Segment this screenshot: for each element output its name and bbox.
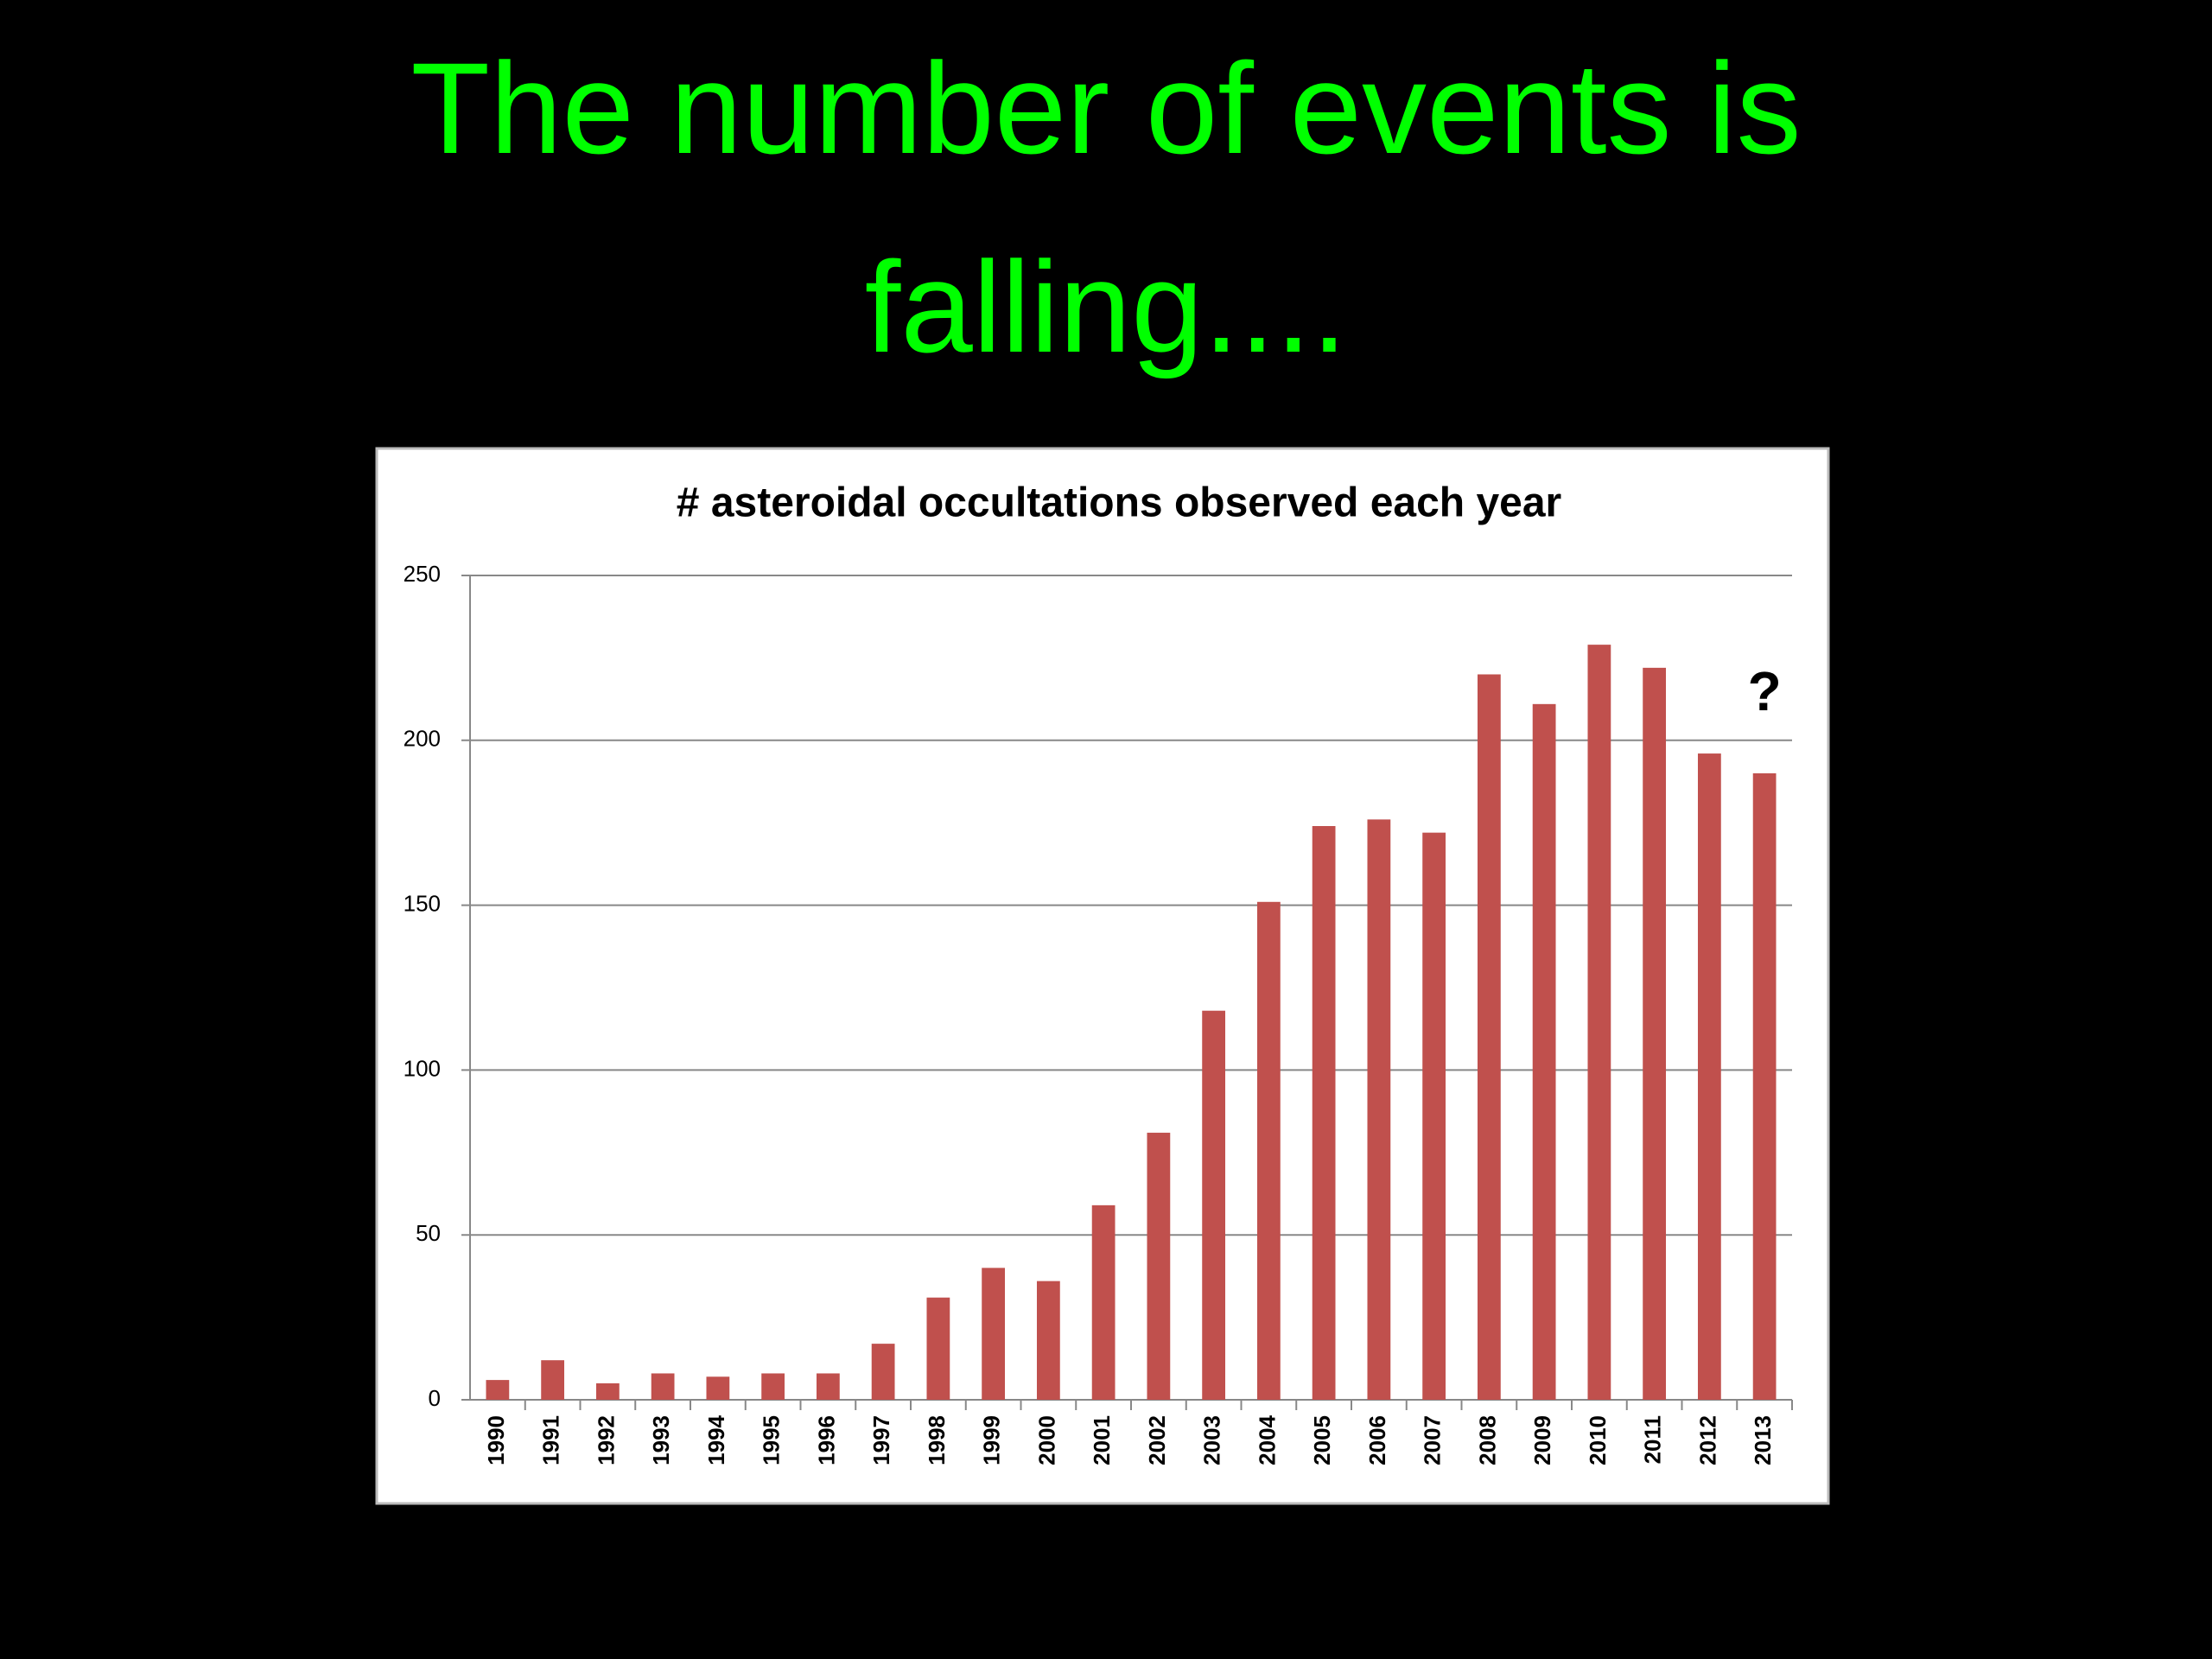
x-tick-label: 1997 <box>868 1415 894 1465</box>
bar <box>1202 1010 1226 1400</box>
y-tick-label: 100 <box>404 1055 441 1081</box>
slide-title: The number of events is falling.... <box>410 35 1802 379</box>
x-tick-label: 1990 <box>483 1415 509 1465</box>
x-tick-label: 2006 <box>1364 1415 1390 1465</box>
x-tick-label: 2005 <box>1309 1415 1335 1465</box>
x-tick-label: 2012 <box>1694 1415 1720 1465</box>
x-tick-label: 2009 <box>1529 1415 1555 1465</box>
x-tick-label: 1991 <box>538 1415 564 1465</box>
annotation: ? <box>1748 660 1782 722</box>
bar <box>1147 1132 1171 1400</box>
bar <box>982 1268 1006 1400</box>
x-tick-label: 2007 <box>1420 1415 1446 1465</box>
x-tick-label: 1995 <box>759 1415 785 1465</box>
bar <box>1256 901 1281 1400</box>
bar <box>595 1382 620 1400</box>
bar <box>1312 826 1336 1400</box>
bar <box>1532 703 1556 1400</box>
y-tick-label: 0 <box>429 1385 441 1411</box>
x-tick-label: 1998 <box>924 1415 950 1465</box>
x-tick-label: 2002 <box>1144 1415 1170 1465</box>
x-tick-label: 2004 <box>1254 1414 1280 1465</box>
bar <box>1422 832 1446 1400</box>
bar <box>761 1373 785 1400</box>
x-tick-label: 2001 <box>1089 1415 1115 1465</box>
bar <box>1091 1205 1116 1400</box>
x-tick-label: 2011 <box>1640 1415 1666 1464</box>
bar <box>1367 819 1391 1400</box>
bar <box>1752 772 1777 1400</box>
bar <box>541 1360 565 1400</box>
y-tick-label: 250 <box>404 561 441 587</box>
bar <box>926 1297 950 1400</box>
x-tick-label: 1993 <box>648 1415 674 1465</box>
x-tick-label: 2010 <box>1585 1415 1611 1465</box>
y-tick-label: 50 <box>416 1220 441 1246</box>
y-tick-label: 150 <box>404 890 441 916</box>
bar <box>1036 1281 1060 1400</box>
bar <box>651 1373 675 1400</box>
bar <box>486 1380 510 1400</box>
bar <box>1697 753 1721 1400</box>
x-tick-label: 2013 <box>1750 1415 1776 1465</box>
bar <box>1477 674 1501 1400</box>
x-tick-label: 1994 <box>703 1414 729 1465</box>
bar <box>1643 667 1667 1400</box>
x-tick-label: 2000 <box>1033 1415 1059 1465</box>
y-tick-label: 200 <box>404 726 441 752</box>
bar <box>706 1376 730 1400</box>
chart-title: # asteroidal occultations observed each … <box>677 480 1561 526</box>
x-tick-label: 1996 <box>813 1415 839 1465</box>
x-tick-label: 2008 <box>1474 1415 1500 1465</box>
x-tick-label: 2003 <box>1199 1415 1225 1465</box>
bar <box>816 1373 840 1400</box>
x-tick-label: 1992 <box>593 1415 619 1465</box>
bar <box>1587 645 1611 1400</box>
x-tick-label: 1999 <box>979 1415 1005 1465</box>
bar <box>871 1344 895 1400</box>
